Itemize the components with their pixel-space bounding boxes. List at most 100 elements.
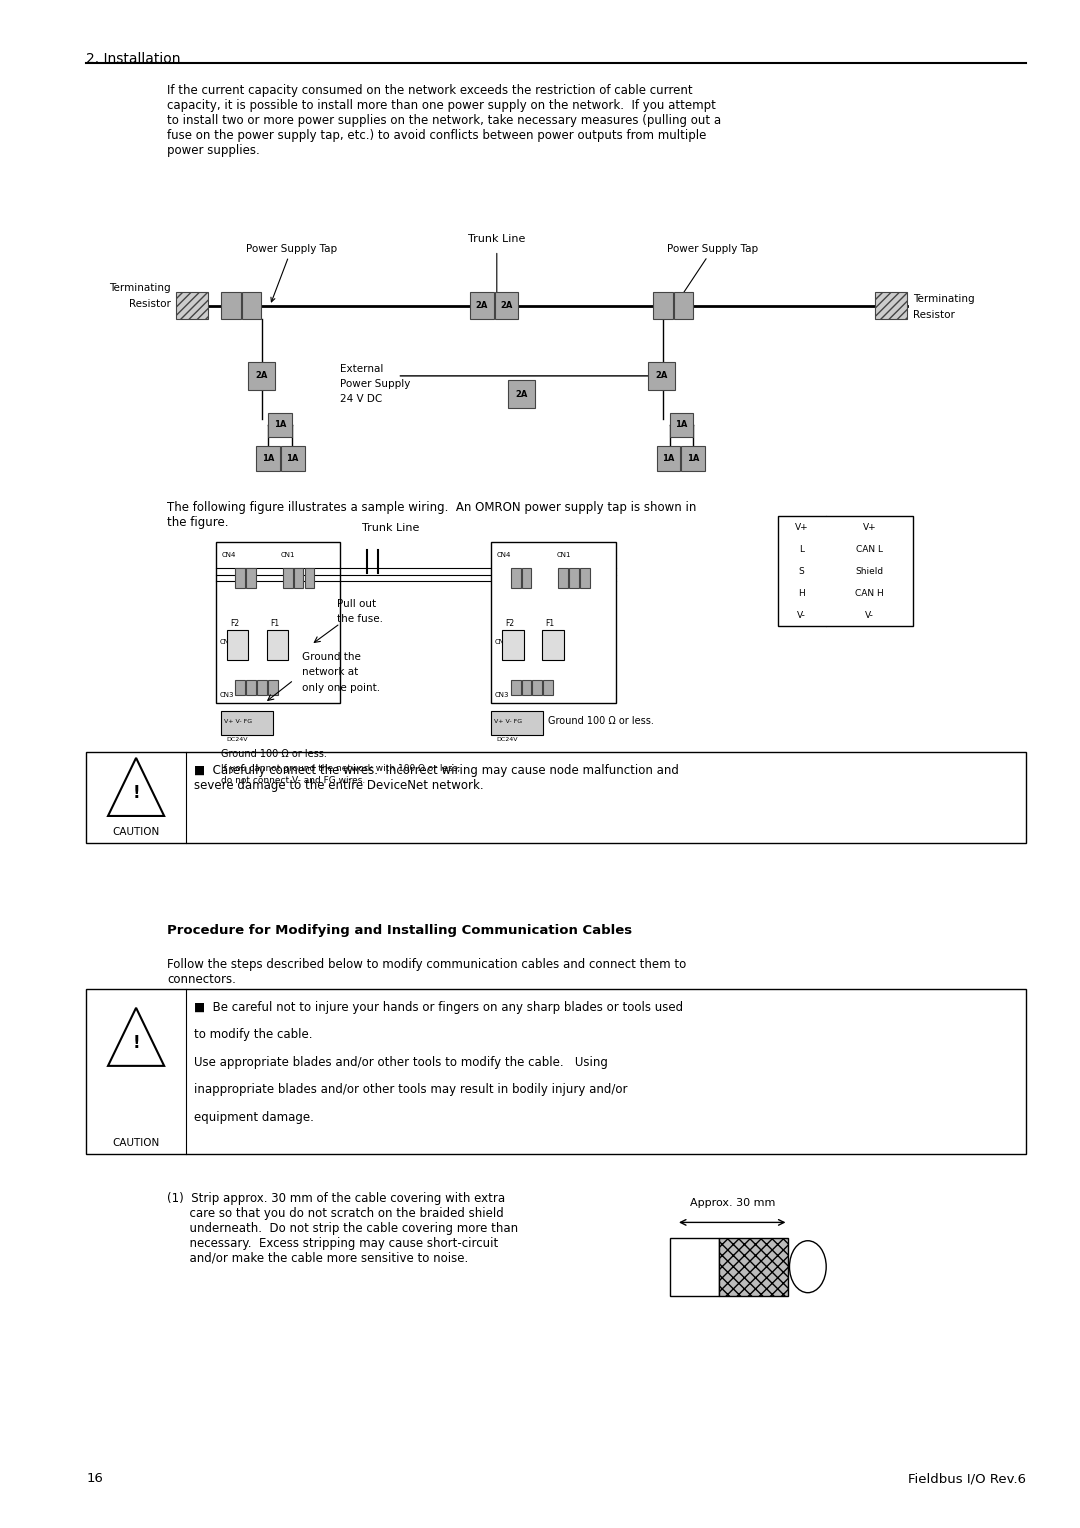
Bar: [670, 1238, 719, 1296]
Bar: [580, 568, 590, 588]
Bar: [283, 568, 293, 588]
Bar: [86, 752, 1026, 843]
Text: Ground the: Ground the: [302, 652, 362, 662]
Bar: [294, 568, 303, 588]
Text: L: L: [799, 545, 804, 555]
Bar: [235, 680, 245, 695]
Text: CN1: CN1: [281, 552, 295, 558]
Text: If the current capacity consumed on the network exceeds the restriction of cable: If the current capacity consumed on the …: [167, 84, 721, 157]
Text: Shield: Shield: [855, 567, 883, 576]
Bar: [502, 630, 524, 660]
Text: Power Supply: Power Supply: [340, 379, 410, 390]
Text: Pull out: Pull out: [337, 599, 376, 608]
Text: Ground 100 Ω or less.: Ground 100 Ω or less.: [221, 749, 327, 759]
Text: CN4: CN4: [497, 552, 511, 558]
Text: 2A: 2A: [475, 301, 488, 310]
Text: !: !: [132, 784, 140, 802]
Bar: [491, 711, 543, 735]
Text: 1A: 1A: [273, 420, 286, 429]
Bar: [176, 292, 208, 319]
Text: Procedure for Modifying and Installing Communication Cables: Procedure for Modifying and Installing C…: [167, 924, 633, 938]
Bar: [778, 516, 913, 626]
Bar: [221, 711, 273, 735]
Bar: [875, 292, 907, 319]
Polygon shape: [108, 758, 164, 816]
Text: CN3: CN3: [495, 692, 509, 698]
Bar: [491, 542, 616, 703]
Text: Use appropriate blades and/or other tools to modify the cable.   Using: Use appropriate blades and/or other tool…: [194, 1056, 608, 1070]
Text: 16: 16: [86, 1471, 104, 1485]
Bar: [681, 446, 705, 471]
Bar: [256, 446, 280, 471]
Bar: [267, 630, 288, 660]
Text: V+ V- FG: V+ V- FG: [224, 718, 252, 724]
Bar: [532, 680, 542, 695]
Bar: [268, 413, 292, 437]
Bar: [657, 446, 680, 471]
Text: 1A: 1A: [662, 454, 675, 463]
Text: (1)  Strip approx. 30 mm of the cable covering with extra
      care so that you: (1) Strip approx. 30 mm of the cable cov…: [167, 1192, 518, 1265]
Bar: [508, 380, 535, 408]
Text: 2. Installation: 2. Installation: [86, 52, 181, 66]
Bar: [221, 292, 241, 319]
Text: The following figure illustrates a sample wiring.  An OMRON power supply tap is : The following figure illustrates a sampl…: [167, 501, 697, 529]
Text: CAUTION: CAUTION: [112, 1137, 160, 1148]
Text: H: H: [798, 588, 805, 597]
Text: S: S: [798, 567, 805, 576]
Text: 2A: 2A: [656, 371, 667, 380]
Bar: [522, 568, 531, 588]
Text: F2: F2: [230, 619, 239, 628]
Text: 2A: 2A: [515, 390, 527, 399]
Text: ■  Be careful not to injure your hands or fingers on any sharp blades or tools u: ■ Be careful not to injure your hands or…: [194, 1001, 684, 1015]
Text: CAUTION: CAUTION: [112, 827, 160, 837]
Text: F1: F1: [270, 619, 279, 628]
Text: V-: V-: [797, 611, 806, 620]
Bar: [674, 292, 693, 319]
Bar: [569, 568, 579, 588]
Text: CN4: CN4: [221, 552, 235, 558]
Bar: [648, 362, 675, 390]
Text: V+ V- FG: V+ V- FG: [494, 718, 522, 724]
Text: V-: V-: [865, 611, 874, 620]
Bar: [235, 568, 245, 588]
Text: network at: network at: [302, 668, 359, 677]
Text: V+: V+: [795, 523, 808, 532]
Text: CAN H: CAN H: [855, 588, 883, 597]
Text: F1: F1: [545, 619, 554, 628]
Bar: [670, 413, 693, 437]
Bar: [542, 630, 564, 660]
Text: 2A: 2A: [256, 371, 268, 380]
Text: Resistor: Resistor: [913, 310, 955, 319]
Bar: [522, 680, 531, 695]
Bar: [495, 292, 518, 319]
Bar: [719, 1238, 788, 1296]
Circle shape: [789, 1241, 826, 1293]
Text: equipment damage.: equipment damage.: [194, 1111, 314, 1125]
Text: ■  Carefully connect the wires.  Incorrect wiring may cause node malfunction and: ■ Carefully connect the wires. Incorrect…: [194, 764, 679, 792]
Bar: [242, 292, 261, 319]
Text: 2A: 2A: [500, 301, 513, 310]
Bar: [268, 680, 278, 695]
Bar: [216, 542, 340, 703]
Text: 1A: 1A: [261, 454, 274, 463]
Text: 1A: 1A: [687, 454, 700, 463]
Bar: [86, 989, 1026, 1154]
Text: Approx. 30 mm: Approx. 30 mm: [689, 1198, 775, 1209]
Bar: [305, 568, 314, 588]
Bar: [543, 680, 553, 695]
Text: Power Supply Tap: Power Supply Tap: [667, 243, 758, 303]
Bar: [470, 292, 494, 319]
Bar: [248, 362, 275, 390]
Bar: [653, 292, 673, 319]
Text: Terminating: Terminating: [913, 295, 974, 304]
Text: 1A: 1A: [675, 420, 688, 429]
Text: CN2: CN2: [495, 639, 509, 645]
Text: do not connect V- and FG wires.: do not connect V- and FG wires.: [221, 776, 366, 785]
Text: DC24V: DC24V: [227, 736, 248, 743]
Text: Power Supply Tap: Power Supply Tap: [246, 243, 337, 303]
Text: F2: F2: [505, 619, 514, 628]
Text: inappropriate blades and/or other tools may result in bodily injury and/or: inappropriate blades and/or other tools …: [194, 1083, 627, 1097]
Bar: [511, 680, 521, 695]
Bar: [558, 568, 568, 588]
Text: DC24V: DC24V: [497, 736, 518, 743]
